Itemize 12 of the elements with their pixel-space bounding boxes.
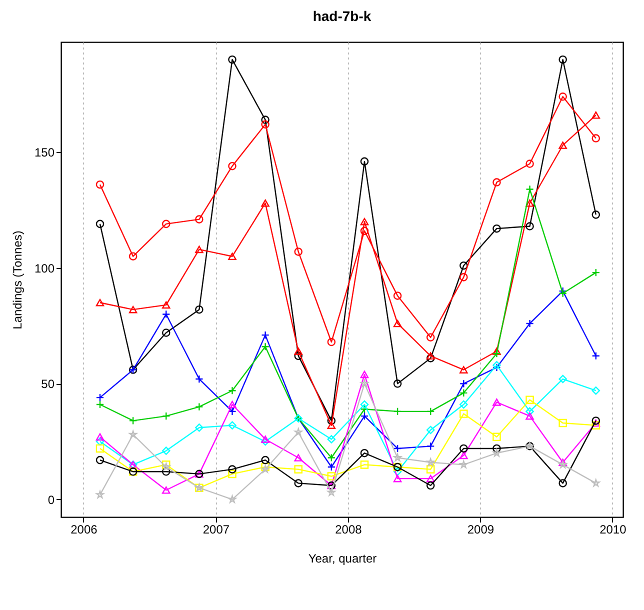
y-tick-label: 0 [48,492,55,507]
x-tick-label: 2007 [202,522,230,536]
y-tick-label: 150 [34,146,55,160]
y-tick-label: 50 [41,377,55,392]
y-tick-label: 100 [34,261,55,276]
chart-title: had-7b-k [312,8,372,24]
x-tick-label: 2009 [467,522,494,536]
x-tick-label: 2008 [335,522,362,536]
x-tick-label: 2010 [600,522,627,536]
y-axis-title: Landings (Tonnes) [10,230,24,330]
x-tick-label: 2006 [70,522,98,536]
x-axis-title: Year, quarter [308,552,377,566]
